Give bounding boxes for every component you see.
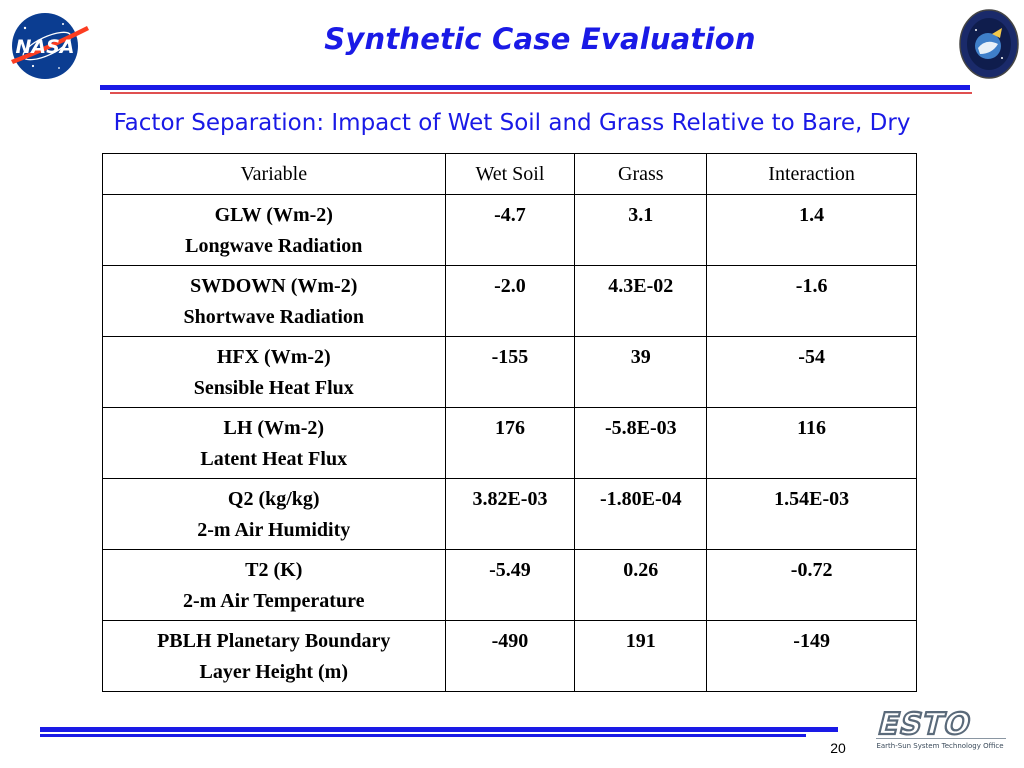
table-row: HFX (Wm-2) Sensible Heat Flux -155 39 -54 [102,336,917,408]
variable-code: HFX (Wm-2) [216,346,331,368]
variable-code: T2 (K) [245,559,303,581]
wet-soil-cell: -5.49 [444,549,576,621]
grass-cell: 191 [574,620,708,692]
grass-cell: 3.1 [574,194,708,266]
variable-cell: HFX (Wm-2) Sensible Heat Flux [102,336,446,408]
variable-description: 2-m Air Temperature [183,590,365,612]
grass-cell: 39 [574,336,708,408]
grass-cell: -1.80E-04 [574,478,708,550]
table-row: GLW (Wm-2) Longwave Radiation -4.7 3.1 1.… [102,194,917,266]
table-row: Q2 (kg/kg) 2-m Air Humidity 3.82E-03 -1.8… [102,478,917,550]
factor-separation-table: Variable Wet Soil Grass Interaction GLW … [102,153,917,692]
variable-code: PBLH Planetary Boundary [157,630,391,652]
interaction-cell: 1.4 [706,194,917,266]
variable-cell: LH (Wm-2) Latent Heat Flux [102,407,446,479]
nasa-logo-icon: NASA [11,13,89,79]
esto-logo-icon: ESTO Earth-Sun System Technology Office [873,706,1006,750]
footer-rule-blue-thin [40,734,806,737]
slide-subtitle: Factor Separation: Impact of Wet Soil an… [113,110,911,136]
interaction-cell: -1.6 [706,265,917,337]
header-interaction: Interaction [706,153,917,195]
slide-title: Synthetic Case Evaluation [324,22,756,56]
footer-rule-blue [40,727,838,732]
variable-cell: PBLH Planetary Boundary Layer Height (m) [102,620,446,692]
mission-badge-icon [959,9,1019,79]
variable-cell: Q2 (kg/kg) 2-m Air Humidity [102,478,446,550]
table-row: LH (Wm-2) Latent Heat Flux 176 -5.8E-03 1… [102,407,917,479]
svg-text:NASA: NASA [16,36,75,58]
variable-cell: SWDOWN (Wm-2) Shortwave Radiation [102,265,446,337]
interaction-cell: -149 [706,620,917,692]
title-rule-blue [100,85,970,90]
variable-code: Q2 (kg/kg) [227,488,320,510]
variable-description: Layer Height (m) [199,661,349,683]
wet-soil-cell: -490 [444,620,576,692]
variable-code: SWDOWN (Wm-2) [190,275,358,297]
table-row: T2 (K) 2-m Air Temperature -5.49 0.26 -0.… [102,549,917,621]
wet-soil-cell: 176 [444,407,576,479]
variable-description: 2-m Air Humidity [197,519,351,541]
wet-soil-cell: -155 [444,336,576,408]
wet-soil-cell: 3.82E-03 [444,478,576,550]
variable-description: Shortwave Radiation [183,306,365,328]
variable-description: Longwave Radiation [185,235,363,257]
grass-cell: 4.3E-02 [574,265,708,337]
variable-code: GLW (Wm-2) [214,204,333,226]
page-number: 20 [830,740,846,756]
header-grass: Grass [574,153,708,195]
interaction-cell: 1.54E-03 [706,478,917,550]
interaction-cell: 116 [706,407,917,479]
wet-soil-cell: -2.0 [444,265,576,337]
header-wet-soil: Wet Soil [444,153,576,195]
table-header-row: Variable Wet Soil Grass Interaction [102,153,917,195]
svg-text:Earth-Sun System Technology Of: Earth-Sun System Technology Office [876,742,1003,750]
table-row: SWDOWN (Wm-2) Shortwave Radiation -2.0 4.… [102,265,917,337]
variable-cell: GLW (Wm-2) Longwave Radiation [102,194,446,266]
variable-description: Sensible Heat Flux [193,377,354,399]
table-row: PBLH Planetary Boundary Layer Height (m) … [102,620,917,692]
variable-cell: T2 (K) 2-m Air Temperature [102,549,446,621]
title-rule-red [110,92,972,94]
interaction-cell: -54 [706,336,917,408]
grass-cell: -5.8E-03 [574,407,708,479]
variable-description: Latent Heat Flux [200,448,348,470]
variable-code: LH (Wm-2) [223,417,325,439]
svg-text:ESTO: ESTO [875,707,976,741]
wet-soil-cell: -4.7 [444,194,576,266]
grass-cell: 0.26 [574,549,708,621]
interaction-cell: -0.72 [706,549,917,621]
header-variable: Variable [102,153,446,195]
